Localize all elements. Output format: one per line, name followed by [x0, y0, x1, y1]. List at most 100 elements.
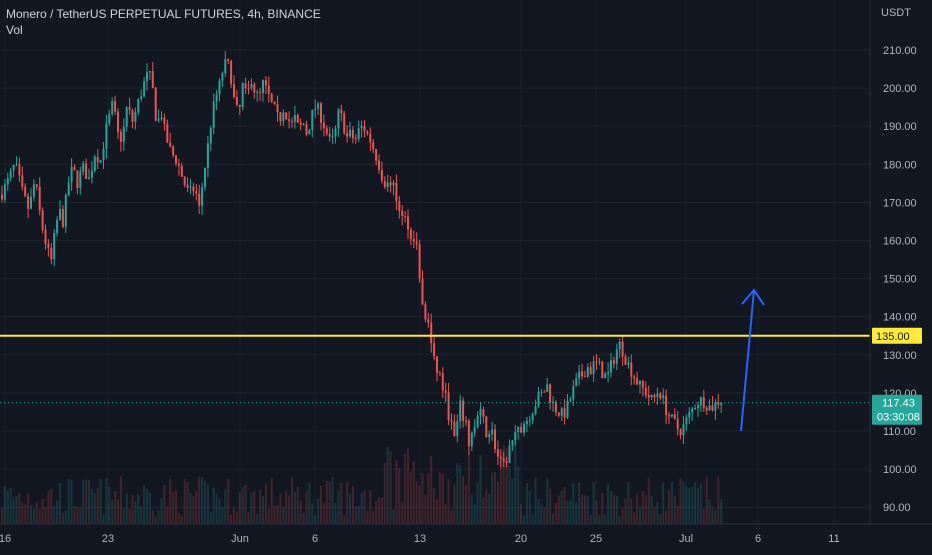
time-tick-label: Jun — [231, 533, 249, 545]
candle-body — [668, 415, 670, 417]
time-tick-label: 13 — [414, 533, 426, 545]
volume-bar — [679, 478, 682, 524]
candle-body — [650, 394, 653, 398]
candle-body — [212, 101, 215, 128]
volume-bar — [76, 506, 79, 524]
candle-body — [549, 384, 552, 403]
candle-body — [79, 171, 82, 188]
candle-body — [288, 119, 291, 122]
candle-body — [360, 126, 363, 129]
time-tick-label: 16 — [0, 533, 11, 545]
volume-bar — [308, 482, 311, 524]
candle-body — [543, 391, 546, 393]
level-price-tag-label: 135.00 — [876, 331, 910, 343]
volume-bar — [169, 478, 172, 524]
volume-bar — [670, 481, 673, 524]
candle-body — [720, 402, 723, 405]
price-tick-label: 140.00 — [883, 312, 917, 324]
candle-body — [90, 170, 93, 178]
volume-bar — [395, 459, 398, 524]
volume-bar — [438, 472, 441, 524]
volume-bar — [662, 482, 665, 524]
volume-bar — [311, 503, 314, 524]
candle-body — [183, 176, 186, 186]
volume-bar — [650, 495, 653, 524]
candle-body — [424, 304, 427, 320]
volume-legend-label[interactable]: Vol — [6, 23, 23, 37]
symbol-legend-title[interactable]: Monero / TetherUS PERPETUAL FUTURES, 4h,… — [6, 7, 321, 21]
volume-bar — [488, 493, 491, 524]
volume-bar — [552, 513, 554, 524]
candle-body — [6, 178, 9, 185]
time-axis[interactable]: 16 23 Jun 6 13 20 25 Jul 6 11 — [0, 523, 932, 545]
candle-body — [491, 429, 494, 435]
volume-bar — [322, 503, 325, 524]
candle-body — [317, 103, 320, 109]
volume-bar — [473, 504, 476, 524]
candle-body — [647, 395, 650, 398]
candle-body — [96, 156, 99, 163]
price-tags: 135.00 117.43 03:30:08 — [872, 327, 922, 425]
price-tick-label: 180.00 — [883, 159, 917, 171]
candle-body — [691, 408, 694, 413]
candle-body — [514, 432, 517, 441]
volume-bar — [82, 480, 85, 524]
candle-body — [198, 193, 201, 206]
price-axis[interactable]: 90.00100.00110.00120.00130.00140.00150.0… — [869, 0, 917, 524]
volume-bar — [386, 447, 389, 524]
volume-bar — [61, 512, 64, 524]
candle-body — [389, 182, 392, 186]
candle-body — [270, 94, 273, 102]
candle-body — [662, 395, 665, 398]
volume-bar — [392, 509, 395, 524]
candle-body — [30, 196, 32, 209]
candle-body — [343, 113, 346, 134]
volume-bar — [314, 515, 317, 524]
volume-bar — [111, 499, 114, 524]
candle-body — [117, 111, 119, 132]
projection-arrow[interactable] — [740, 288, 765, 432]
volume-bar — [409, 471, 412, 524]
volume-bar — [476, 481, 479, 524]
volume-bar — [560, 490, 563, 524]
volume-bar — [569, 499, 572, 524]
candle-body — [325, 128, 328, 134]
volume-bar — [349, 493, 351, 524]
volume-bar — [627, 482, 630, 524]
candle-body — [378, 160, 380, 170]
volume-bar — [424, 494, 427, 524]
candle-body — [456, 421, 459, 436]
volume-bar — [27, 493, 30, 524]
price-tick-label: 200.00 — [883, 83, 917, 95]
volume-bar — [659, 514, 662, 524]
volume-bar — [641, 491, 644, 524]
volume-bar — [714, 509, 717, 524]
candle-body — [630, 362, 633, 377]
volume-bar — [610, 491, 612, 524]
candle-body — [685, 417, 688, 425]
candle-body — [311, 109, 314, 130]
volume-bar — [325, 480, 328, 524]
candle-body — [340, 109, 343, 114]
candle-body — [241, 83, 244, 107]
candle-body — [372, 142, 375, 150]
candle-body — [125, 107, 128, 127]
candle-body — [430, 322, 433, 344]
candle-body — [67, 182, 70, 196]
volume-bar — [586, 496, 589, 524]
volume-bar — [151, 510, 154, 524]
volume-bar — [673, 495, 676, 524]
candle-body — [688, 412, 691, 418]
volume-histogram — [1, 435, 723, 524]
volume-bar — [30, 505, 32, 524]
candle-body — [572, 386, 575, 400]
volume-bar — [694, 481, 697, 524]
candle-body — [262, 80, 264, 93]
candle-body — [250, 84, 253, 89]
candle-body — [586, 367, 589, 377]
candle-body — [694, 408, 697, 410]
volume-bar — [398, 467, 401, 524]
volume-bar — [180, 515, 183, 524]
